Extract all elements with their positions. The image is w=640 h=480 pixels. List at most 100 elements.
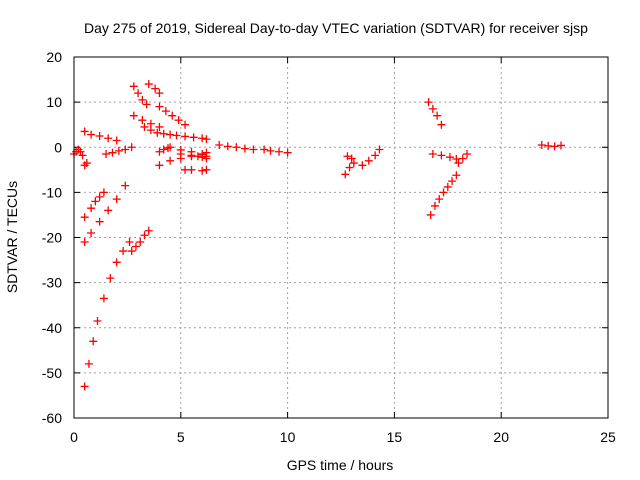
data-point xyxy=(80,238,89,247)
data-point xyxy=(181,120,190,129)
data-point xyxy=(89,337,98,346)
data-point xyxy=(161,107,170,116)
plot-frame xyxy=(73,56,609,419)
series-arc-13 xyxy=(155,102,190,129)
y-tick-label: 10 xyxy=(46,94,62,110)
data-point xyxy=(176,150,185,159)
data-point xyxy=(155,102,164,111)
data-point xyxy=(166,156,175,165)
y-tick-labels: -60 -50 -40 -30 -20 -10 0 10 20 xyxy=(42,49,62,426)
data-point xyxy=(80,127,89,136)
data-point xyxy=(181,132,190,141)
x-tick-label: 10 xyxy=(280,429,296,445)
series-arc-23 xyxy=(358,145,384,170)
data-point xyxy=(166,143,175,152)
data-point xyxy=(266,146,275,155)
data-point xyxy=(142,100,151,109)
series-arc-18 xyxy=(181,165,211,175)
y-tick-label: -20 xyxy=(42,230,62,246)
data-point xyxy=(557,141,566,150)
data-point xyxy=(166,130,175,139)
data-point xyxy=(426,210,435,219)
data-point xyxy=(345,163,354,172)
series-arc-17 xyxy=(176,150,211,163)
data-point xyxy=(95,131,104,140)
y-axis-label: SDTVAR / TECUs xyxy=(4,181,20,293)
data-point xyxy=(443,182,452,191)
data-point xyxy=(187,165,196,174)
data-point xyxy=(371,151,380,160)
series-arc-24 xyxy=(424,98,446,129)
data-point xyxy=(223,142,232,151)
data-point xyxy=(129,82,138,91)
y-tick-label: 0 xyxy=(54,139,62,155)
data-point xyxy=(358,161,367,170)
y-tick-label: 20 xyxy=(46,49,62,65)
data-point xyxy=(134,89,143,98)
y-tick-label: -50 xyxy=(42,365,62,381)
series-arc-03 xyxy=(80,159,91,170)
data-point xyxy=(240,144,249,153)
series-arc-09 xyxy=(129,82,151,109)
data-point xyxy=(198,134,207,143)
y-tick-label: -10 xyxy=(42,184,62,200)
y-tick-label: -40 xyxy=(42,320,62,336)
data-point xyxy=(155,147,164,156)
data-point xyxy=(428,104,437,113)
series-arc-19 xyxy=(215,140,258,154)
grid xyxy=(74,57,608,418)
series-arc-28 xyxy=(537,140,566,151)
data-point xyxy=(84,359,93,368)
data-point xyxy=(187,151,196,160)
data-point xyxy=(127,247,136,256)
data-points xyxy=(70,80,566,391)
data-point xyxy=(104,206,113,215)
data-point xyxy=(93,316,102,325)
series-arc-05 xyxy=(80,181,130,247)
data-point xyxy=(448,177,457,186)
data-point xyxy=(232,143,241,152)
data-point xyxy=(155,89,164,98)
x-tick-labels: 0 5 10 15 20 25 xyxy=(70,429,616,445)
data-point xyxy=(99,188,108,197)
data-point xyxy=(87,130,96,139)
data-point xyxy=(125,238,134,247)
series-arc-12 xyxy=(144,80,164,98)
data-point xyxy=(136,238,145,247)
data-point xyxy=(435,195,444,204)
data-point xyxy=(99,294,108,303)
data-point xyxy=(112,258,121,267)
series-arc-07 xyxy=(102,143,136,159)
data-point xyxy=(193,152,202,161)
data-point xyxy=(131,242,140,251)
data-point xyxy=(260,145,269,154)
series-arc-25 xyxy=(426,171,461,219)
data-point xyxy=(155,161,164,170)
data-point xyxy=(108,148,117,157)
data-point xyxy=(458,154,467,163)
data-point xyxy=(341,170,350,179)
x-tick-label: 25 xyxy=(600,429,616,445)
data-point xyxy=(343,152,352,161)
data-point xyxy=(151,84,160,93)
data-point xyxy=(102,150,111,159)
data-point xyxy=(283,148,292,157)
data-point xyxy=(144,226,153,235)
data-point xyxy=(119,247,128,256)
data-point xyxy=(249,145,258,154)
data-point xyxy=(140,122,149,131)
data-point xyxy=(87,204,96,213)
data-point xyxy=(433,111,442,120)
data-point xyxy=(146,126,155,135)
series-arc-04 xyxy=(80,188,108,222)
data-point xyxy=(78,151,87,160)
data-point xyxy=(82,159,91,168)
series-arc-02 xyxy=(80,127,121,145)
chart-title: Day 275 of 2019, Sidereal Day-to-day VTE… xyxy=(84,20,588,36)
data-point xyxy=(138,95,147,104)
series-arc-10 xyxy=(129,111,164,131)
data-point xyxy=(437,120,446,129)
data-point xyxy=(198,153,207,162)
data-point xyxy=(121,181,130,190)
data-point xyxy=(121,145,130,154)
